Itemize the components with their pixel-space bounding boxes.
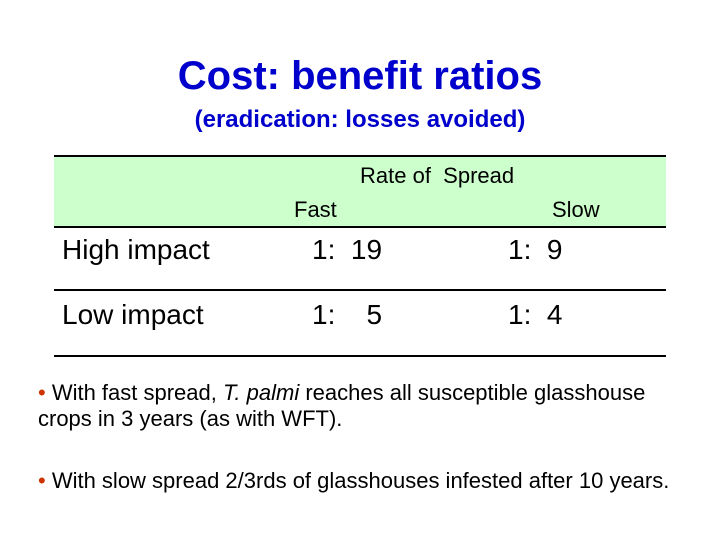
bullet-text: With slow spread 2/3rds of glasshouses i… <box>45 468 670 493</box>
rate-of-spread-header: Rate of Spread <box>360 163 515 188</box>
row-label-high-impact: High impact <box>62 234 210 265</box>
slide-title: Cost: benefit ratios <box>177 54 543 98</box>
cell-high-fast: 1: 19 <box>312 234 383 265</box>
table-rule-top <box>54 155 666 157</box>
bullet-slow-spread: • With slow spread 2/3rds of glasshouses… <box>38 468 678 494</box>
column-header-slow: Slow <box>552 197 600 222</box>
row-label-low-impact: Low impact <box>62 299 204 330</box>
bullet-text: With fast spread, <box>45 380 223 405</box>
bullet-marker: • <box>38 468 46 493</box>
species-name: T. palmi <box>223 380 300 405</box>
bullet-marker: • <box>38 380 46 405</box>
table-header-band <box>54 155 666 227</box>
table-rule-header <box>54 226 666 228</box>
ratio-table: Rate of Spread Fast Slow High impact 1: … <box>54 155 666 357</box>
bullet-text: reaches all susceptible glasshouse crops… <box>38 380 646 431</box>
cell-high-slow: 1: 9 <box>508 234 563 265</box>
cell-low-fast: 1: 5 <box>312 299 383 330</box>
cell-low-slow: 1: 4 <box>508 299 563 330</box>
table-rule-bottom <box>54 355 666 357</box>
slide-subtitle: (eradication: losses avoided) <box>194 106 526 133</box>
table-rule-middle <box>54 289 666 291</box>
column-header-fast: Fast <box>294 197 337 222</box>
bullet-fast-spread: • With fast spread, T. palmi reaches all… <box>38 380 678 432</box>
